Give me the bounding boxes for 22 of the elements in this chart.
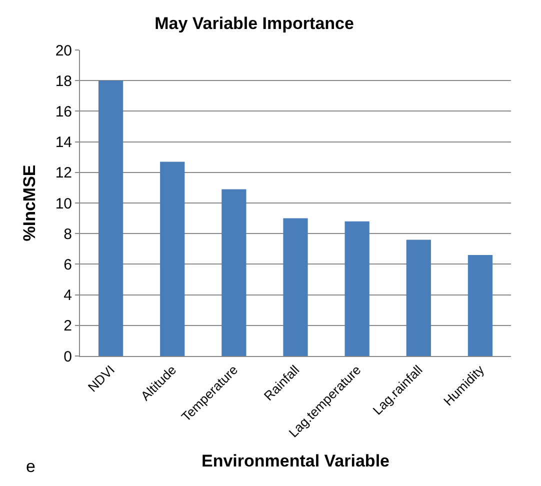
bar	[468, 255, 493, 356]
bar	[344, 221, 370, 356]
y-tick-label: 6	[64, 256, 72, 274]
y-tick-label: 12	[55, 164, 72, 182]
bar	[222, 189, 246, 356]
bar	[160, 162, 185, 356]
text: e	[26, 457, 36, 476]
y-tick-label: 8	[64, 226, 72, 243]
y-tick-label: 0	[64, 348, 72, 366]
chart-title: May Variable Importance	[154, 14, 354, 33]
bar	[283, 218, 308, 356]
y-tick-label: 14	[55, 134, 72, 152]
y-tick-label: 20	[55, 42, 72, 60]
y-tick-label: 4	[64, 287, 72, 304]
y-tick-label: 2	[64, 318, 72, 335]
x-axis-title: Environmental Variable	[201, 452, 390, 471]
y-tick-label: 10	[55, 195, 72, 212]
y-tick-label: 16	[55, 103, 72, 120]
y-tick-label: 18	[55, 72, 72, 90]
bar	[98, 80, 124, 356]
y-axis-title: %IncMSE	[20, 164, 39, 242]
bar	[406, 240, 431, 356]
